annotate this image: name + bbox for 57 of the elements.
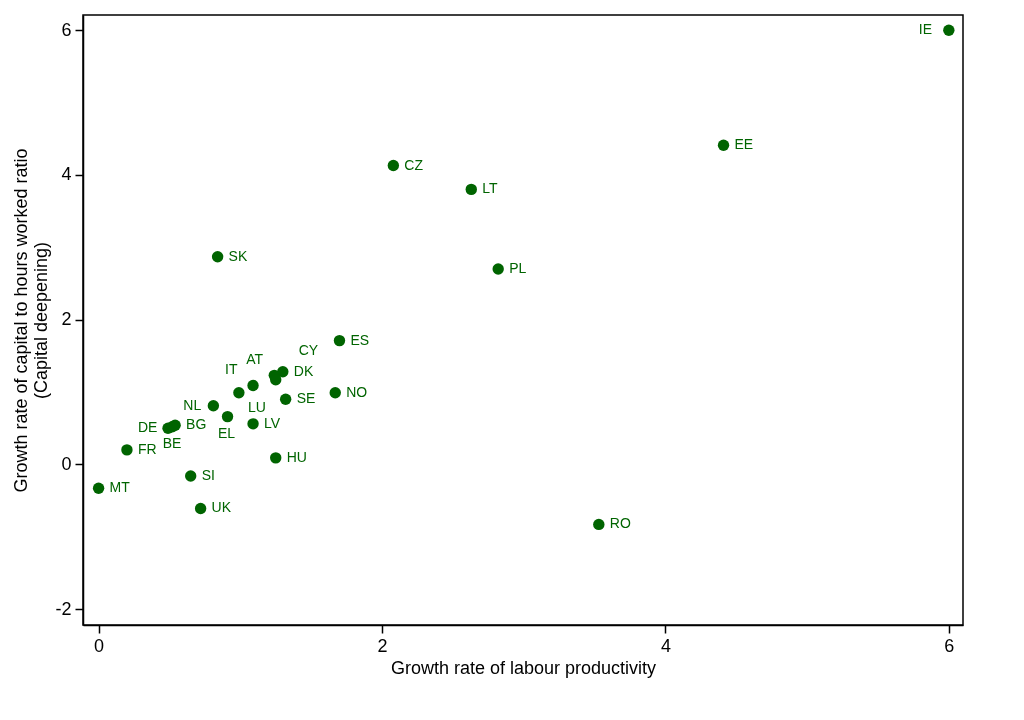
x-tick-label: 0 (94, 635, 105, 656)
point (329, 387, 341, 399)
data-label: NL (183, 396, 202, 413)
data-label: NO (346, 383, 368, 400)
point (92, 482, 105, 494)
point (593, 518, 605, 531)
data-label: DK (293, 362, 314, 379)
data-label: SE (296, 390, 316, 407)
x-tick-label: 4 (660, 635, 671, 656)
point (185, 470, 197, 482)
data-label: UK (211, 499, 232, 516)
data-label: RO (609, 515, 631, 532)
point (465, 183, 477, 196)
data-label: LV (264, 414, 281, 431)
data-label: EL (218, 424, 236, 441)
point (207, 400, 220, 412)
point (211, 250, 224, 263)
y-tick-label: 2 (61, 309, 72, 330)
data-label: BE (162, 434, 182, 451)
point (194, 502, 207, 515)
data-label: PL (509, 259, 527, 276)
y-tick-label: 4 (61, 164, 72, 185)
point (121, 444, 133, 456)
point (943, 24, 955, 36)
data-label: MT (109, 479, 131, 496)
data-label: ES (350, 331, 370, 348)
data-label: IT (225, 361, 238, 378)
data-label: BG (186, 416, 207, 433)
data-label: LU (247, 398, 266, 415)
point (270, 452, 282, 464)
point (279, 393, 292, 405)
x-tick-label: 6 (944, 635, 955, 656)
point (221, 410, 234, 423)
point (247, 379, 259, 392)
y-tick-label: 6 (61, 19, 72, 40)
data-label: DE (137, 419, 158, 436)
data-label: EE (734, 136, 754, 153)
point (717, 139, 730, 151)
data-label: IE (918, 21, 933, 38)
data-label: SK (228, 247, 248, 264)
point (233, 387, 245, 399)
point (492, 263, 504, 275)
point (247, 418, 259, 430)
y-tick-label: -2 (55, 598, 72, 619)
x-axis-title: Growth rate of labour productivity (390, 657, 657, 678)
data-label: CZ (404, 156, 424, 173)
point (333, 334, 346, 347)
data-label: HU (286, 448, 307, 465)
y-axis-title: Growth rate of capital to hours worked ratio (Capital deepening) (11, 148, 52, 493)
y-tick-label: 0 (61, 453, 72, 474)
x-tick-label: 2 (377, 635, 388, 656)
data-label: CY (298, 341, 319, 358)
point (387, 159, 400, 172)
data-label: SI (201, 466, 215, 483)
data-label: LT (482, 180, 499, 197)
data-label: FR (137, 440, 157, 457)
data-label: AT (246, 351, 264, 368)
